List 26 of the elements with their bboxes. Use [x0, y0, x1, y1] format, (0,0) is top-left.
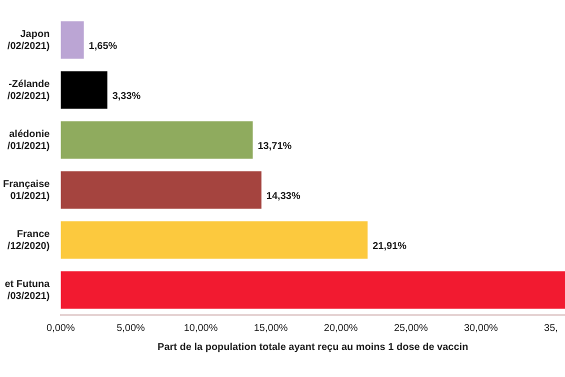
y-tick-label: et Futuna /03/2021) — [4, 278, 50, 302]
y-tick-label: alédonie /01/2021) — [7, 128, 50, 152]
y-tick-label: Française 01/2021) — [2, 178, 50, 202]
data-label: 14,33% — [266, 190, 300, 202]
data-label: 3,33% — [112, 90, 141, 102]
y-tick-label: France /12/2020) — [7, 228, 50, 252]
data-label: 13,71% — [258, 140, 292, 152]
x-tick-label: 5,00% — [116, 322, 146, 334]
x-tick-label: 10,00% — [184, 322, 218, 334]
x-tick-label: 30,00% — [464, 322, 498, 334]
bar — [60, 271, 565, 309]
data-label: 21,91% — [372, 240, 407, 252]
x-axis-title: Part de la population totale ayant reçu au moins 1 dose de vaccin — [158, 342, 468, 353]
y-tick-label: Japon /02/2021) — [7, 28, 50, 52]
bar — [60, 221, 368, 259]
x-tick-label: 20,00% — [324, 322, 358, 334]
x-tick-label: 35, — [544, 322, 558, 334]
x-tick-label: 25,00% — [394, 322, 428, 334]
y-tick-label: -Zélande /02/2021) — [7, 78, 50, 102]
x-tick-label: 0,00% — [46, 322, 75, 334]
bar — [60, 171, 262, 209]
bar — [60, 21, 84, 59]
data-label: 1,65% — [88, 40, 118, 52]
x-tick-label: 15,00% — [254, 322, 288, 334]
bar — [60, 121, 253, 159]
bar — [60, 71, 108, 109]
